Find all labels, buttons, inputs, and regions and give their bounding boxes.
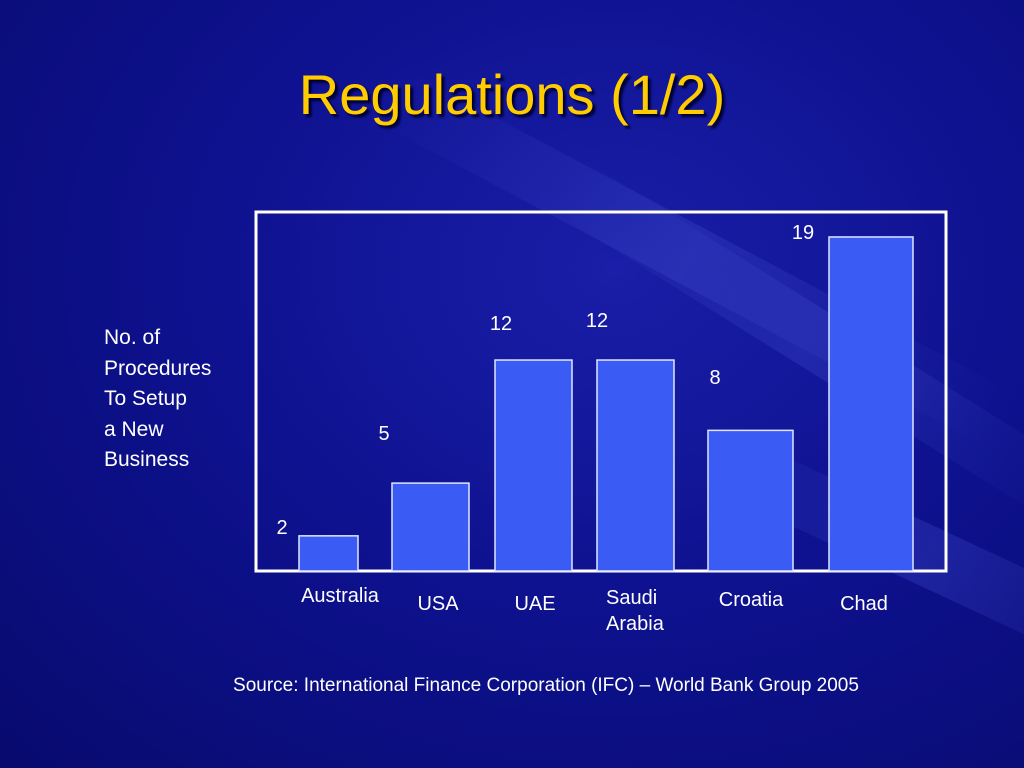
slide-title: Regulations (1/2) [298, 63, 726, 126]
category-label: UAE [514, 593, 555, 615]
bar-value-label: 12 [586, 310, 608, 332]
category-label: Chad [840, 593, 888, 615]
bars-group [298, 236, 914, 572]
category-label: USA [417, 593, 459, 615]
bar-value-label: 2 [276, 517, 287, 539]
category-labels-group: Australia USA UAE Saudi Arabia Croatia Chad [301, 585, 888, 635]
bar-value-label: 8 [709, 367, 720, 389]
bar [391, 482, 470, 572]
bar [828, 236, 914, 572]
source-note: Source: International Finance Corporatio… [233, 675, 859, 696]
bar-value-label: 5 [378, 423, 389, 445]
category-label: Saudi Arabia [606, 587, 665, 635]
value-labels-group: 2 5 12 12 8 19 [276, 222, 814, 539]
bar [298, 535, 359, 572]
category-label: Croatia [719, 589, 784, 611]
bar-value-label: 12 [490, 313, 512, 335]
y-axis-label: No. of Procedures To Setup a New Busines… [104, 326, 212, 471]
bar-value-label: 19 [792, 222, 814, 244]
bar [596, 359, 675, 572]
category-label: Australia [301, 585, 380, 607]
bar [707, 429, 794, 572]
bar [494, 359, 573, 572]
